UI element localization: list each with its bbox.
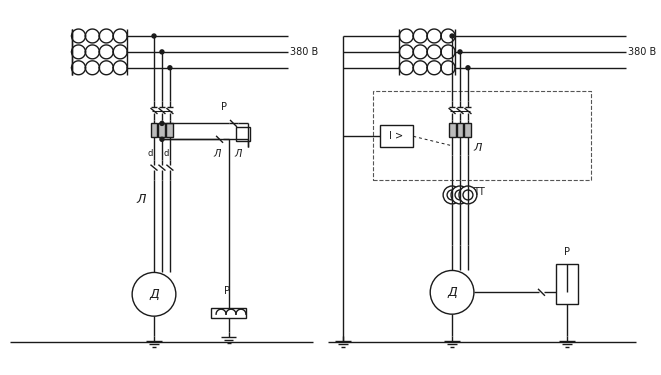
Bar: [237, 128, 251, 141]
Bar: [373, 91, 591, 180]
Circle shape: [463, 190, 473, 200]
Circle shape: [451, 186, 469, 204]
Circle shape: [458, 50, 462, 54]
Text: Р: Р: [223, 286, 229, 296]
Circle shape: [132, 273, 176, 316]
Circle shape: [160, 137, 164, 141]
Text: ТТ: ТТ: [473, 187, 485, 197]
Text: Л: Л: [235, 149, 242, 159]
Circle shape: [443, 186, 461, 204]
Bar: [449, 123, 455, 137]
Bar: [465, 123, 471, 137]
Bar: [159, 123, 165, 137]
Circle shape: [168, 66, 172, 70]
Bar: [167, 123, 173, 137]
Circle shape: [152, 34, 156, 38]
Circle shape: [160, 50, 164, 54]
Text: Д: Д: [447, 286, 457, 299]
Text: Л: Л: [473, 143, 481, 153]
Circle shape: [160, 122, 164, 125]
Text: Р: Р: [564, 246, 570, 256]
Circle shape: [450, 34, 454, 38]
Circle shape: [455, 190, 465, 200]
Bar: [379, 125, 413, 147]
Circle shape: [430, 270, 474, 314]
Bar: [457, 123, 463, 137]
Circle shape: [466, 66, 470, 70]
Text: Л: Л: [137, 194, 146, 206]
Text: Д: Д: [149, 288, 159, 301]
Circle shape: [459, 186, 477, 204]
Text: 380 B: 380 B: [628, 47, 656, 57]
Text: 380 B: 380 B: [290, 47, 319, 57]
Text: Р: Р: [221, 102, 227, 112]
Bar: [557, 264, 578, 304]
Text: I >: I >: [389, 131, 403, 141]
Text: d: d: [147, 149, 153, 158]
Text: d: d: [163, 149, 169, 158]
Bar: [151, 123, 157, 137]
Circle shape: [447, 190, 457, 200]
Text: Л: Л: [213, 149, 220, 159]
Bar: [211, 308, 247, 318]
